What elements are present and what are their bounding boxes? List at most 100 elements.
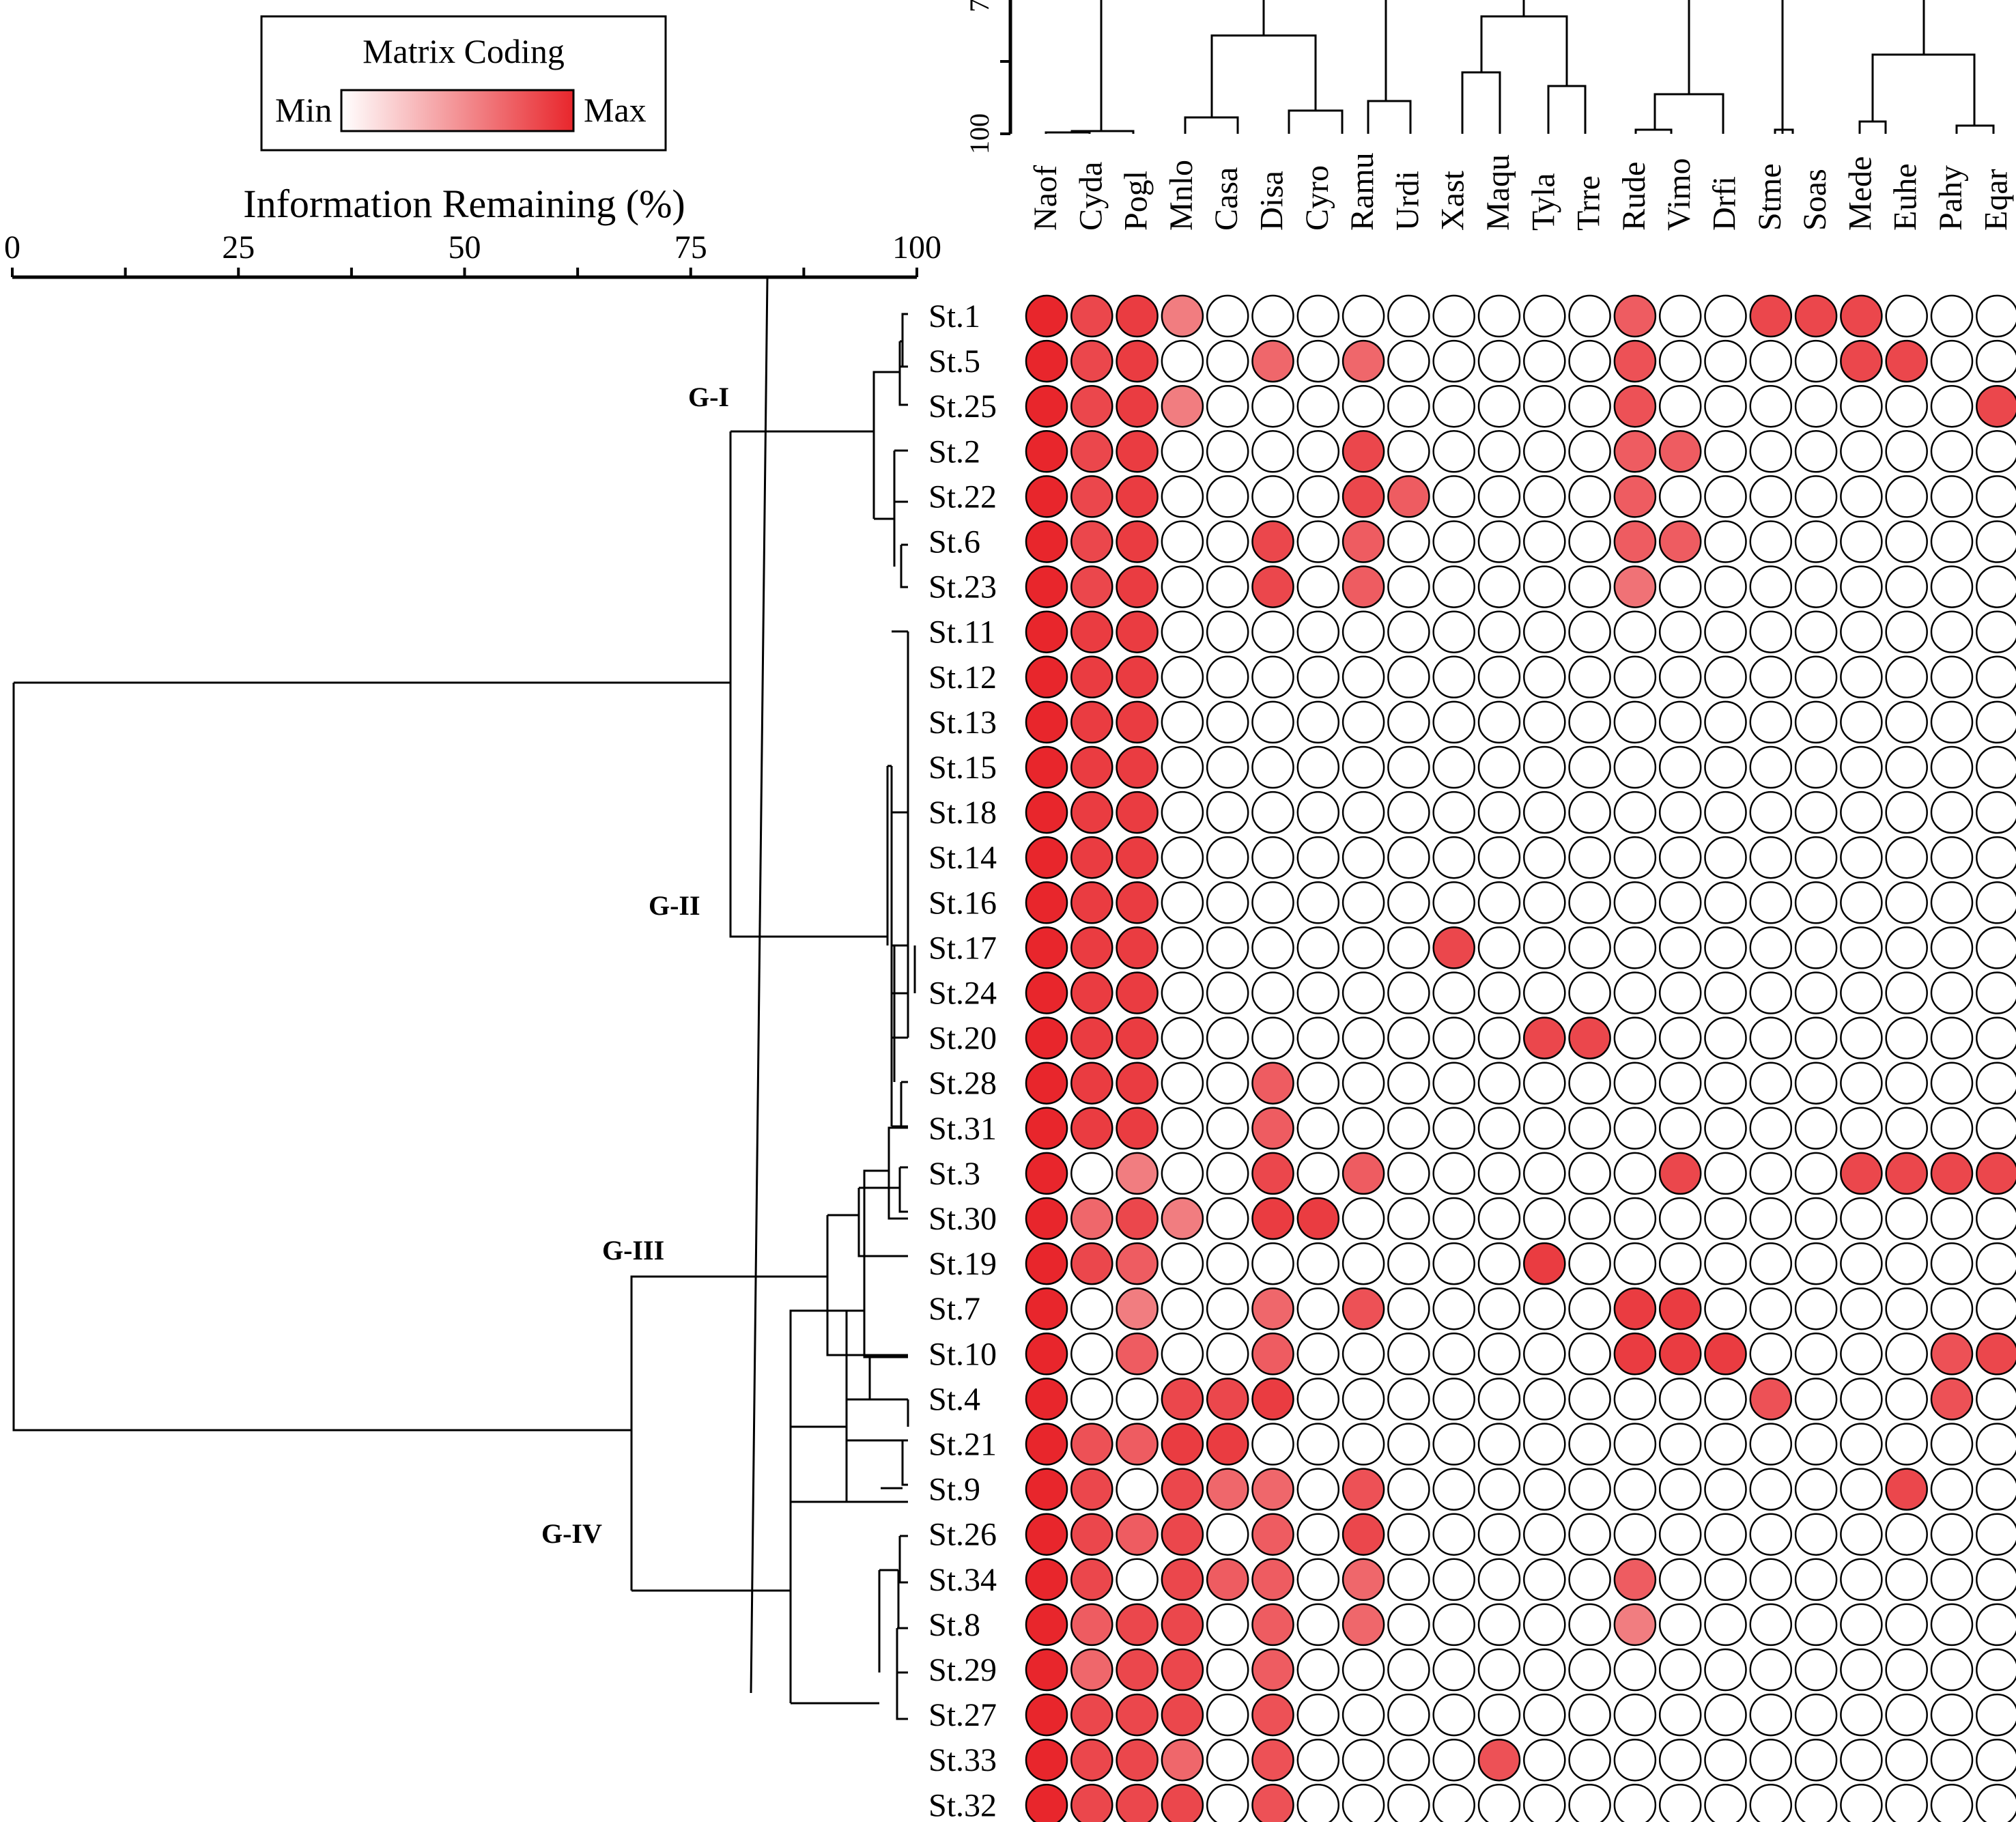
heatmap-cell [1885, 1242, 1928, 1285]
heatmap-cell [1658, 1062, 1702, 1105]
heatmap-cell [1296, 1423, 1340, 1466]
heatmap-cell [1613, 1738, 1657, 1782]
heatmap-cell [1161, 1016, 1204, 1059]
heatmap-cell [1613, 1107, 1657, 1150]
heatmap-cell [1613, 475, 1657, 518]
heatmap-cell [1025, 836, 1068, 879]
heatmap-cell [1749, 294, 1793, 338]
heatmap-cell [1296, 1603, 1340, 1647]
heatmap-cell [1749, 1107, 1793, 1150]
heatmap-cell [1387, 430, 1430, 473]
heatmap-cell [1976, 1784, 2016, 1822]
heatmap-cell [1613, 1333, 1657, 1376]
heatmap-cell [1296, 836, 1340, 879]
heatmap-cell [1477, 520, 1521, 563]
heatmap-cell [1794, 971, 1838, 1014]
heatmap-cell [1840, 836, 1883, 879]
heatmap-cell [1794, 1784, 1838, 1822]
heatmap-cell [1251, 475, 1294, 518]
row-label: St.7 [928, 1291, 980, 1327]
heatmap-cell [1432, 475, 1475, 518]
heatmap-cell [1296, 1152, 1340, 1195]
heatmap-cell [1658, 1693, 1702, 1737]
heatmap-cell [1251, 745, 1294, 789]
heatmap-cell [1749, 475, 1793, 518]
heatmap-cell [1704, 971, 1747, 1014]
heatmap-cell [1613, 836, 1657, 879]
heatmap-cell [1296, 1107, 1340, 1150]
heatmap-cell [1025, 475, 1068, 518]
heatmap-cell [1025, 339, 1068, 383]
column-label: Drfi [1707, 176, 1743, 231]
heatmap-cell [1794, 1468, 1838, 1511]
heatmap-cell [1341, 926, 1385, 969]
heatmap-cell [1341, 1558, 1385, 1602]
heatmap-cell [1930, 1242, 1974, 1285]
x-axis: Information Remaining (%) 0 25 50 75 100 [4, 182, 941, 279]
heatmap-cell [1206, 565, 1249, 608]
heatmap-cell [1477, 1784, 1521, 1822]
heatmap-cell [1794, 926, 1838, 969]
row-label: St.8 [928, 1607, 980, 1643]
heatmap-cell [1206, 1333, 1249, 1376]
heatmap-cell [1840, 475, 1883, 518]
heatmap-cell [1613, 520, 1657, 563]
row-label: St.3 [928, 1156, 980, 1192]
heatmap-cell [1116, 1242, 1159, 1285]
heatmap-cell [1070, 745, 1113, 789]
heatmap-cell [1296, 1378, 1340, 1421]
heatmap-cell [1794, 1513, 1838, 1556]
heatmap-cell [1568, 339, 1611, 383]
top-dendro-branches [1045, 0, 1995, 134]
heatmap-cell [1432, 610, 1475, 653]
heatmap-cell [1930, 565, 1974, 608]
heatmap-cell [1251, 1603, 1294, 1647]
group-label-g2: G-II [649, 890, 700, 921]
heatmap-cell [1749, 1648, 1793, 1692]
heatmap-cell [1070, 294, 1113, 338]
heatmap-cell [1296, 926, 1340, 969]
heatmap-cell [1749, 1333, 1793, 1376]
heatmap-cell [1251, 1197, 1294, 1240]
heatmap-cell [1070, 971, 1113, 1014]
heatmap-cell [1206, 1197, 1249, 1240]
heatmap-cell [1341, 1016, 1385, 1059]
heatmap-cell [1704, 1333, 1747, 1376]
heatmap-cell [1251, 1738, 1294, 1782]
heatmap-cell [1477, 745, 1521, 789]
heatmap-cell [1432, 1378, 1475, 1421]
heatmap-cell [1387, 926, 1430, 969]
heatmap-cell [1658, 926, 1702, 969]
heatmap-cell [1296, 655, 1340, 699]
heatmap-cell [1251, 1423, 1294, 1466]
heatmap-cell [1161, 926, 1204, 969]
heatmap-cell [1613, 610, 1657, 653]
heatmap-cell [1251, 836, 1294, 879]
heatmap-cell [1976, 836, 2016, 879]
heatmap-cell [1613, 745, 1657, 789]
heatmap-cell [1885, 520, 1928, 563]
row-label: St.4 [928, 1381, 980, 1417]
heatmap-cell [1387, 1333, 1430, 1376]
heatmap-cell [1341, 1513, 1385, 1556]
heatmap-cell [1658, 791, 1702, 834]
heatmap-cell [1930, 971, 1974, 1014]
heatmap-cell [1749, 1197, 1793, 1240]
heatmap-cell [1161, 1558, 1204, 1602]
heatmap-cell [1704, 1152, 1747, 1195]
heatmap-cell [1206, 1738, 1249, 1782]
heatmap-cell [1568, 971, 1611, 1014]
heatmap-cell [1704, 655, 1747, 699]
heatmap-cell [1341, 520, 1385, 563]
heatmap-cell [1568, 1107, 1611, 1150]
heatmap-cell [1568, 1062, 1611, 1105]
heatmap-cell [1523, 655, 1566, 699]
x-tick-label: 75 [675, 229, 707, 266]
column-label: Casa [1208, 167, 1245, 231]
heatmap-cell [1885, 565, 1928, 608]
row-label: St.20 [928, 1021, 997, 1057]
column-label: Disa [1254, 171, 1290, 231]
heatmap-cell [1296, 565, 1340, 608]
heatmap-cell [1840, 1152, 1883, 1195]
heatmap-cell [1749, 926, 1793, 969]
